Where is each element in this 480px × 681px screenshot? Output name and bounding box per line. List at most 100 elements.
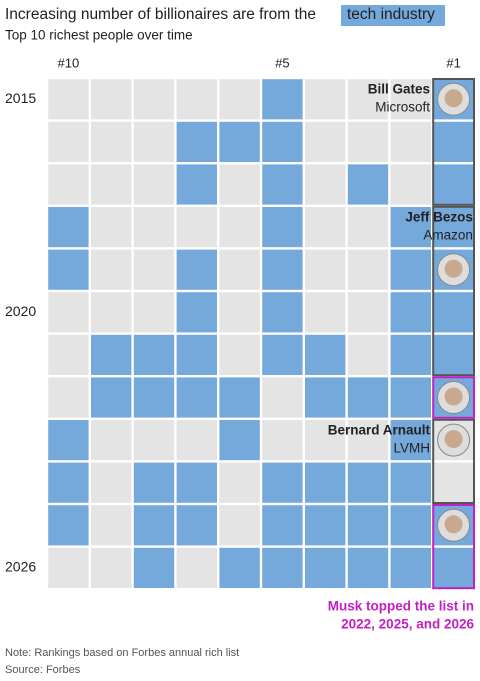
cell [91, 505, 132, 546]
cell [390, 462, 431, 503]
cell [433, 207, 474, 248]
title-highlight-bg [341, 5, 445, 26]
cell [305, 547, 346, 588]
cell [262, 207, 303, 248]
leader-name: Jeff Bezos [405, 209, 473, 224]
leader-box [432, 78, 476, 206]
cell [91, 249, 132, 290]
cell [433, 164, 474, 205]
cell [91, 377, 132, 418]
leader-company: Amazon [423, 227, 473, 242]
cell [347, 207, 389, 248]
cell [390, 207, 431, 248]
cell [176, 420, 217, 461]
portrait-face [444, 387, 463, 406]
cell [305, 377, 346, 418]
cell [48, 249, 89, 290]
cell [48, 121, 89, 162]
cell [262, 377, 303, 418]
cell [347, 462, 389, 503]
cell [219, 505, 260, 546]
cell [305, 249, 346, 290]
cell [433, 462, 474, 503]
cell [91, 292, 132, 333]
cell [347, 505, 389, 546]
cell [91, 121, 132, 162]
cell [91, 420, 132, 461]
cell [176, 79, 217, 120]
cell [133, 249, 175, 290]
column-label: #5 [275, 55, 289, 70]
cell [433, 121, 474, 162]
cell [347, 121, 389, 162]
cell [176, 377, 217, 418]
cell [176, 547, 217, 588]
leader-box [432, 376, 476, 419]
cell [176, 292, 217, 333]
chart-title-highlight: tech industry [347, 6, 435, 23]
cell [176, 164, 217, 205]
leader-company: Microsoft [375, 100, 430, 115]
cell [390, 249, 431, 290]
cell [305, 164, 346, 205]
cell [262, 292, 303, 333]
cell [390, 377, 431, 418]
cell [347, 164, 389, 205]
cell [133, 207, 175, 248]
cell [262, 505, 303, 546]
cell [219, 377, 260, 418]
cell [48, 420, 89, 461]
column-label: #10 [58, 55, 80, 70]
cell [390, 121, 431, 162]
row-label: 2020 [5, 303, 36, 319]
cell [305, 420, 346, 461]
row-label: 2015 [5, 90, 36, 106]
cell [48, 79, 89, 120]
cell [176, 462, 217, 503]
cell [347, 334, 389, 375]
cell [133, 79, 175, 120]
cell [219, 420, 260, 461]
cell [262, 334, 303, 375]
cell [390, 292, 431, 333]
leader-box [432, 418, 476, 504]
cell [347, 377, 389, 418]
chart-title: Increasing number of billionaires are fr… [5, 6, 316, 23]
portrait-face [444, 515, 463, 534]
cell [433, 334, 474, 375]
cell [133, 505, 175, 546]
cell [219, 334, 260, 375]
annotation: 2022, 2025, and 2026 [341, 617, 474, 632]
cell [219, 164, 260, 205]
leader-box [432, 504, 476, 590]
cell [48, 207, 89, 248]
cell [219, 207, 260, 248]
cell [347, 420, 389, 461]
cell [262, 164, 303, 205]
annotation: Musk topped the list in [328, 599, 474, 614]
cell [133, 420, 175, 461]
leader-name: Bill Gates [368, 82, 430, 97]
source: Source: Forbes [5, 664, 81, 676]
column-label: #1 [446, 55, 460, 70]
leader-box [432, 205, 476, 377]
portrait-face [444, 430, 463, 449]
leader-name: Bernard Arnault [328, 422, 431, 437]
cell [133, 121, 175, 162]
cell [347, 292, 389, 333]
portrait-face [444, 89, 463, 108]
cell [176, 121, 217, 162]
cell [262, 420, 303, 461]
cell [48, 462, 89, 503]
cell [219, 121, 260, 162]
cell [219, 79, 260, 120]
cell [48, 292, 89, 333]
cell [390, 334, 431, 375]
cell [133, 292, 175, 333]
cell [91, 164, 132, 205]
cell [262, 547, 303, 588]
cell [91, 79, 132, 120]
cell [305, 462, 346, 503]
cell [390, 547, 431, 588]
